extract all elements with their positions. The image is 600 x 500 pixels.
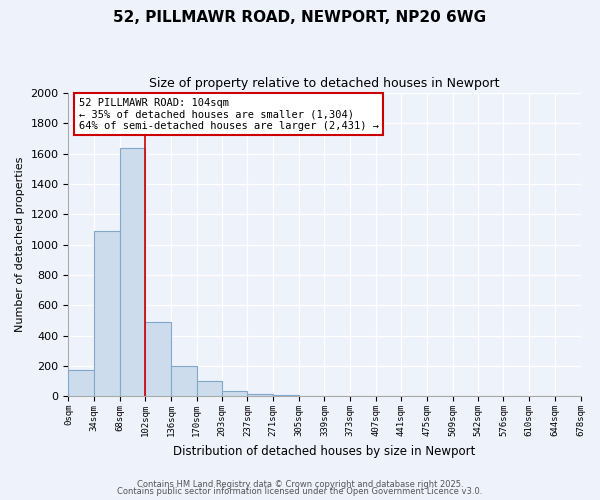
Bar [94, 231, 120, 396]
X-axis label: Distribution of detached houses by size in Newport: Distribution of detached houses by size … [173, 444, 476, 458]
Text: 52, PILLMAWR ROAD, NEWPORT, NP20 6WG: 52, PILLMAWR ROAD, NEWPORT, NP20 6WG [113, 10, 487, 25]
Text: 52 PILLMAWR ROAD: 104sqm
← 35% of detached houses are smaller (1,304)
64% of sem: 52 PILLMAWR ROAD: 104sqm ← 35% of detach… [79, 98, 379, 131]
Bar [222, 390, 247, 396]
Bar [145, 322, 171, 396]
Y-axis label: Number of detached properties: Number of detached properties [15, 157, 25, 332]
Bar [247, 394, 273, 396]
Bar [120, 148, 145, 396]
Text: Contains HM Land Registry data © Crown copyright and database right 2025.: Contains HM Land Registry data © Crown c… [137, 480, 463, 489]
Bar [171, 366, 197, 396]
Bar [273, 395, 299, 396]
Title: Size of property relative to detached houses in Newport: Size of property relative to detached ho… [149, 78, 500, 90]
Bar [68, 370, 94, 396]
Text: Contains public sector information licensed under the Open Government Licence v3: Contains public sector information licen… [118, 487, 482, 496]
Bar [197, 381, 222, 396]
